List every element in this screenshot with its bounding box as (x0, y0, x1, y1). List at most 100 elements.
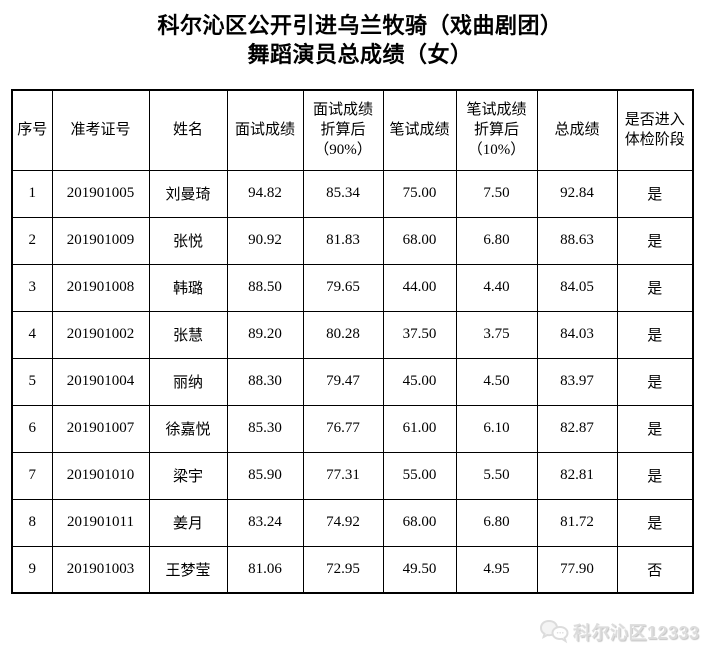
table-cell-col-6: 5.50 (455, 451, 538, 500)
table-cell-col-2: 张慧 (148, 310, 228, 359)
table-cell-col-7: 81.72 (536, 498, 618, 547)
table-cell-col-6: 6.80 (455, 498, 538, 547)
column-header-5: 笔试成绩 (382, 89, 457, 171)
score-table: 序号 准考证号 姓名 面试成绩 面试成绩 折算后 （90%） 笔试成绩 笔试成绩 折算后 （… (11, 89, 694, 594)
table-cell-col-8: 是 (616, 498, 694, 547)
page-title: 科尔沁区公开引进乌兰牧骑（戏曲剧团） 舞蹈演员总成绩（女） (0, 0, 720, 69)
table-cell-col-0: 4 (11, 310, 53, 359)
table-cell-col-2: 张悦 (148, 216, 228, 265)
table-cell-col-2: 姜月 (148, 498, 228, 547)
table-cell-col-8: 是 (616, 357, 694, 406)
table-cell-col-3: 81.06 (226, 545, 304, 594)
table-cell-col-1: 201901009 (51, 216, 150, 265)
table-cell-col-5: 75.00 (382, 169, 457, 218)
table-cell-col-6: 7.50 (455, 169, 538, 218)
table-row: 7 201901010 梁宇 85.90 77.31 55.00 5.50 82.81 是 (11, 451, 694, 500)
table-cell-col-6: 4.50 (455, 357, 538, 406)
watermark: 科尔沁区12333 (540, 618, 700, 646)
table-cell-col-1: 201901007 (51, 404, 150, 453)
column-header-7: 总成绩 (536, 89, 618, 171)
table-cell-col-7: 77.90 (536, 545, 618, 594)
table-cell-col-4: 85.34 (302, 169, 384, 218)
table-cell-col-0: 1 (11, 169, 53, 218)
table-cell-col-2: 梁宇 (148, 451, 228, 500)
table-cell-col-2: 刘曼琦 (148, 169, 228, 218)
table-cell-col-1: 201901010 (51, 451, 150, 500)
column-header-6: 笔试成绩 折算后 （10%） (455, 89, 538, 171)
title-line-2: 舞蹈演员总成绩（女） (247, 42, 473, 67)
table-cell-col-5: 49.50 (382, 545, 457, 594)
table-cell-col-0: 3 (11, 263, 53, 312)
table-cell-col-5: 68.00 (382, 216, 457, 265)
table-cell-col-6: 4.40 (455, 263, 538, 312)
column-header-4: 面试成绩 折算后 （90%） (302, 89, 384, 171)
table-row: 5 201901004 丽纳 88.30 79.47 45.00 4.50 83.97 是 (11, 357, 694, 406)
table-cell-col-1: 201901002 (51, 310, 150, 359)
column-header-3: 面试成绩 (226, 89, 304, 171)
table-cell-col-3: 94.82 (226, 169, 304, 218)
column-header-8: 是否进入 体检阶段 (616, 89, 694, 171)
table-cell-col-5: 44.00 (382, 263, 457, 312)
table-cell-col-5: 37.50 (382, 310, 457, 359)
table-cell-col-8: 是 (616, 310, 694, 359)
table-cell-col-8: 是 (616, 216, 694, 265)
table-cell-col-7: 82.81 (536, 451, 618, 500)
table-cell-col-7: 83.97 (536, 357, 618, 406)
table-cell-col-1: 201901005 (51, 169, 150, 218)
table-cell-col-7: 88.63 (536, 216, 618, 265)
table-row: 6 201901007 徐嘉悦 85.30 76.77 61.00 6.10 82.87 是 (11, 404, 694, 453)
table-header-row: 序号 准考证号 姓名 面试成绩 面试成绩 折算后 （90%） 笔试成绩 笔试成绩 折算后 （… (11, 89, 694, 171)
table-cell-col-3: 85.30 (226, 404, 304, 453)
table-cell-col-0: 6 (11, 404, 53, 453)
table-cell-col-6: 4.95 (455, 545, 538, 594)
table-cell-col-0: 9 (11, 545, 53, 594)
table-cell-col-2: 徐嘉悦 (148, 404, 228, 453)
table-cell-col-1: 201901008 (51, 263, 150, 312)
table-cell-col-8: 是 (616, 451, 694, 500)
table-cell-col-4: 74.92 (302, 498, 384, 547)
table-cell-col-7: 92.84 (536, 169, 618, 218)
table-cell-col-4: 79.65 (302, 263, 384, 312)
table-cell-col-4: 77.31 (302, 451, 384, 500)
column-header-2: 姓名 (148, 89, 228, 171)
table-cell-col-8: 否 (616, 545, 694, 594)
column-header-1: 准考证号 (51, 89, 150, 171)
table-row: 9 201901003 王梦莹 81.06 72.95 49.50 4.95 77.90 否 (11, 545, 694, 594)
table-cell-col-0: 2 (11, 216, 53, 265)
table-cell-col-3: 88.50 (226, 263, 304, 312)
table-cell-col-7: 84.05 (536, 263, 618, 312)
watermark-label: 科尔沁区12333 (573, 623, 700, 643)
table-cell-col-8: 是 (616, 404, 694, 453)
table-cell-col-0: 8 (11, 498, 53, 547)
table-cell-col-4: 76.77 (302, 404, 384, 453)
table-cell-col-3: 83.24 (226, 498, 304, 547)
column-header-0: 序号 (11, 89, 53, 171)
table-cell-col-8: 是 (616, 169, 694, 218)
table-row: 2 201901009 张悦 90.92 81.83 68.00 6.80 88.63 是 (11, 216, 694, 265)
table-cell-col-3: 90.92 (226, 216, 304, 265)
table-row: 4 201901002 张慧 89.20 80.28 37.50 3.75 84.03 是 (11, 310, 694, 359)
table-cell-col-2: 王梦莹 (148, 545, 228, 594)
table-cell-col-5: 45.00 (382, 357, 457, 406)
table-cell-col-3: 89.20 (226, 310, 304, 359)
table-cell-col-4: 80.28 (302, 310, 384, 359)
table-cell-col-2: 丽纳 (148, 357, 228, 406)
table-cell-col-7: 84.03 (536, 310, 618, 359)
table-cell-col-6: 6.10 (455, 404, 538, 453)
table-cell-col-1: 201901004 (51, 357, 150, 406)
table-row: 1 201901005 刘曼琦 94.82 85.34 75.00 7.50 92.84 是 (11, 169, 694, 218)
table-cell-col-5: 68.00 (382, 498, 457, 547)
title-line-1: 科尔沁区公开引进乌兰牧骑（戏曲剧团） (157, 13, 563, 38)
table-cell-col-3: 85.90 (226, 451, 304, 500)
table-cell-col-6: 6.80 (455, 216, 538, 265)
table-cell-col-6: 3.75 (455, 310, 538, 359)
table-cell-col-4: 79.47 (302, 357, 384, 406)
table-cell-col-4: 72.95 (302, 545, 384, 594)
table-cell-col-1: 201901011 (51, 498, 150, 547)
table-cell-col-3: 88.30 (226, 357, 304, 406)
table-cell-col-7: 82.87 (536, 404, 618, 453)
table-row: 8 201901011 姜月 83.24 74.92 68.00 6.80 81.72 是 (11, 498, 694, 547)
table-cell-col-1: 201901003 (51, 545, 150, 594)
table-row: 3 201901008 韩璐 88.50 79.65 44.00 4.40 84.05 是 (11, 263, 694, 312)
